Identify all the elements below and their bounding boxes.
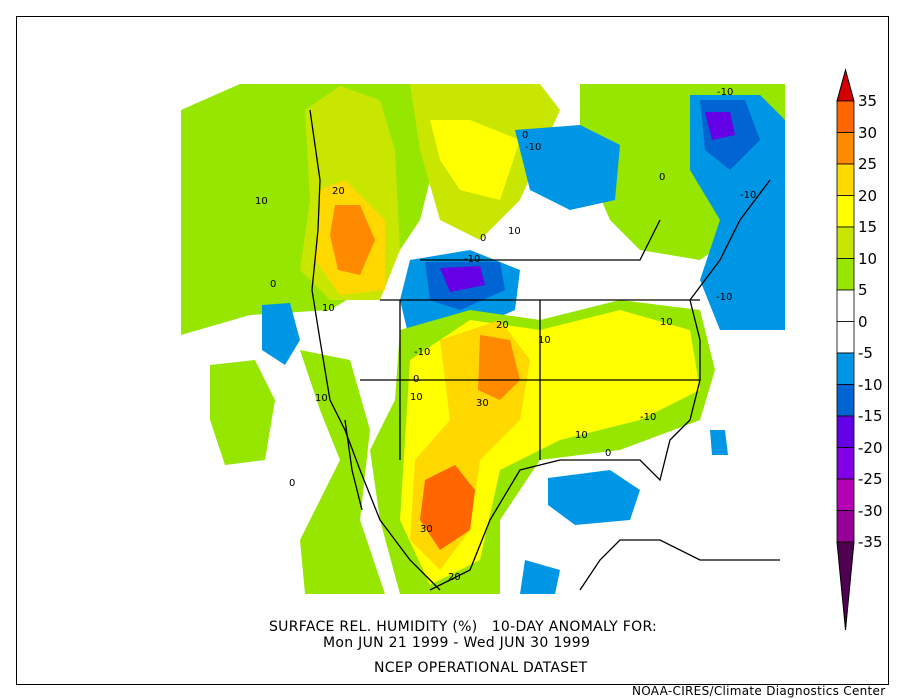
- colorbar-min-arrow: [836, 541, 855, 631]
- colorbar-swatch: [836, 100, 855, 133]
- contour-label: 20: [332, 186, 345, 197]
- contour-label: 0: [522, 130, 528, 141]
- colorbar-swatch: [836, 226, 855, 259]
- colorbar-tick-label: 0: [858, 312, 868, 331]
- contour-label: 10: [315, 393, 328, 404]
- colorbar-tick-label: -30: [858, 501, 883, 520]
- dataset-label: NCEP OPERATIONAL DATASET: [374, 660, 588, 676]
- contour-label: -10: [717, 87, 733, 98]
- colorbar-swatch: [836, 352, 855, 385]
- contour-label: 10: [660, 317, 673, 328]
- contour-label: -10: [640, 412, 656, 423]
- contour-label: 0: [480, 233, 486, 244]
- colorbar-swatch: [836, 478, 855, 511]
- purple-plains: [440, 266, 485, 292]
- colorbar-tick-label: -5: [858, 344, 873, 362]
- colorbar-tick-label: 10: [858, 249, 878, 268]
- yellow-north: [430, 120, 520, 200]
- contour-label: 0: [413, 374, 419, 385]
- orange-texas: [420, 465, 475, 550]
- contour-label: 10: [255, 196, 268, 207]
- colorbar-swatch: [836, 195, 855, 228]
- colorbar-tick-label: -10: [858, 375, 883, 394]
- contour-labels: 10 20 0 -10 0 10 -10 0 -10 -10 -10 0 10 …: [255, 87, 756, 583]
- colorbar-tick-label: -25: [858, 470, 883, 488]
- colorbar-tick-label: -35: [858, 533, 883, 551]
- colorbar-tick-label: -15: [858, 407, 883, 425]
- blue-pacific: [262, 303, 300, 365]
- colorbar-swatch: [836, 163, 855, 196]
- colorbar-tick-label: 20: [858, 186, 878, 205]
- colorbar: [836, 68, 855, 631]
- colorbar-max-arrow: [836, 68, 855, 102]
- contour-label: 30: [420, 524, 433, 535]
- colorbar-swatch: [836, 510, 855, 543]
- colorbar-swatch: [836, 447, 855, 480]
- contour-label: 30: [476, 398, 489, 409]
- colorbar-swatch: [836, 384, 855, 417]
- coastlines: [309, 109, 780, 591]
- contour-label: 0: [659, 172, 665, 183]
- contour-label: 10: [410, 392, 423, 403]
- contour-label: 20: [448, 572, 461, 583]
- colorbar-swatch: [836, 415, 855, 448]
- colorbar-swatch: [836, 289, 855, 322]
- contour-label: -10: [740, 190, 756, 201]
- date-range: Mon JUN 21 1999 - Wed JUN 30 1999: [323, 635, 591, 651]
- credit-label: NOAA-CIRES/Climate Diagnostics Center: [632, 684, 886, 698]
- colorbar-tick-label: -20: [858, 438, 883, 457]
- plot-title: SURFACE REL. HUMIDITY (%) 10-DAY ANOMALY…: [269, 619, 658, 635]
- contour-label: -10: [716, 292, 732, 303]
- green-mexico: [300, 350, 385, 594]
- colorbar-tick-label: 35: [858, 92, 878, 110]
- colorbar-tick-label: 30: [858, 123, 878, 142]
- contour-label: 10: [508, 226, 521, 237]
- contour-label: 20: [496, 320, 509, 331]
- blue-gulf2: [520, 560, 560, 594]
- purple-ne: [705, 112, 735, 140]
- blue-atlantic: [710, 430, 728, 455]
- colorbar-tick-label: 15: [858, 218, 878, 236]
- contour-label: 0: [289, 478, 295, 489]
- blue-gulf: [548, 470, 640, 525]
- colorbar-swatch: [836, 321, 855, 354]
- contour-label: 10: [322, 303, 335, 314]
- orange-kansas: [478, 335, 520, 400]
- orange-nw: [330, 205, 375, 275]
- colorbar-swatch: [836, 132, 855, 165]
- contour-label: 10: [538, 335, 551, 346]
- contour-label: -10: [414, 347, 430, 358]
- plot-frame: [16, 16, 889, 685]
- contour-label: 10: [575, 430, 588, 441]
- blue-hudson: [515, 125, 620, 210]
- contour-label: 0: [605, 448, 611, 459]
- contour-label: -10: [464, 254, 480, 265]
- contour-label: 0: [270, 279, 276, 290]
- anomaly-fills: [181, 84, 785, 594]
- green-pacific: [210, 360, 275, 465]
- colorbar-tick-label: 25: [858, 155, 878, 173]
- contour-label: -10: [525, 142, 541, 153]
- colorbar-tick-label: 5: [858, 281, 868, 299]
- colorbar-swatch: [836, 258, 855, 291]
